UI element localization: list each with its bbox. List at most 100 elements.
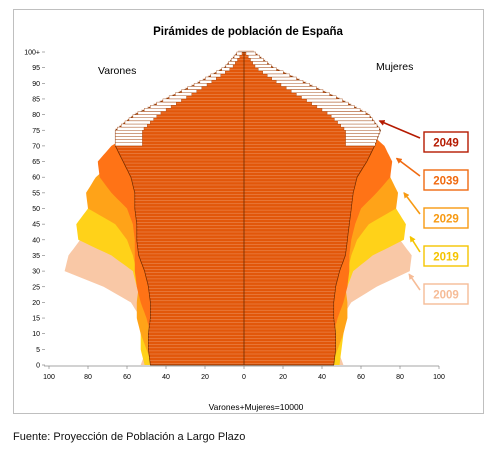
older-age-bar-male [132, 114, 158, 118]
older-age-bar-female [291, 89, 324, 93]
y-tick-label: 95 [32, 65, 40, 72]
legend-label-2009: 2009 [433, 290, 459, 302]
legend-label-2029: 2029 [433, 214, 459, 226]
x-tick-label: 80 [84, 374, 92, 381]
older-age-bar-female [345, 133, 379, 137]
older-age-bar-female [331, 114, 371, 118]
older-age-bar-male [231, 58, 238, 62]
older-age-bar-male [210, 73, 221, 78]
older-age-bar-female [267, 73, 291, 78]
older-age-bar-male [216, 70, 226, 75]
older-age-bar-female [306, 98, 343, 103]
older-age-bar-female [345, 130, 381, 134]
older-age-bar-male [187, 86, 203, 90]
older-age-bar-female [340, 123, 378, 128]
legend-label-2039: 2039 [433, 176, 459, 188]
arrow-2029 [403, 192, 421, 215]
older-age-bar-male [115, 142, 143, 147]
older-age-bar-male [115, 139, 143, 143]
y-tick-label: 40 [32, 237, 40, 244]
x-tick-label: 100 [43, 374, 55, 381]
older-age-bar-male [162, 98, 182, 103]
older-age-bar-female [271, 76, 297, 81]
older-age-bar-female [301, 95, 337, 100]
older-age-bar-female [334, 117, 373, 121]
older-age-bar-male [181, 89, 197, 93]
older-age-bar-female [345, 139, 377, 143]
older-age-bar-female [345, 136, 378, 140]
pyramid-layers [64, 50, 412, 366]
y-axis: 0 5 10 15 20 25 30 35 40 45 50 55 60 65 70 75 80 85 90 95 10… [24, 50, 45, 370]
y-tick-label: 25 [32, 284, 40, 291]
x-tick-label: 20 [201, 374, 209, 381]
older-age-bar-female [280, 83, 310, 87]
older-age-bar-male [228, 61, 236, 65]
older-age-bar-female [326, 111, 367, 115]
left-group-label: Varones [98, 65, 136, 77]
y-tick-label: 65 [32, 159, 40, 166]
older-age-bar-male [156, 101, 177, 106]
older-age-bar-female [248, 54, 260, 59]
older-age-bar-male [120, 123, 148, 128]
arrow-2009 [408, 273, 421, 291]
arrow-2039 [395, 157, 421, 177]
older-age-bar-female [254, 64, 272, 68]
y-tick-label: 30 [32, 269, 40, 276]
older-age-bar-male [124, 120, 151, 125]
x-tick-label: 60 [357, 374, 365, 381]
y-tick-label: 10 [32, 331, 40, 338]
x-tick-label: 20 [279, 374, 287, 381]
older-age-bar-female [345, 142, 376, 147]
older-age-bar-male [115, 130, 143, 134]
y-tick-label: 35 [32, 253, 40, 260]
older-age-bar-female [262, 70, 284, 75]
chart-title: Pirámides de población de España [153, 26, 343, 38]
y-tick-label: 15 [32, 316, 40, 323]
older-age-bar-male [150, 104, 172, 109]
older-age-bar-female [311, 101, 349, 106]
older-age-bar-female [250, 58, 264, 62]
legend-box-2019 [423, 245, 469, 267]
legend-box-2029 [423, 207, 469, 229]
older-age-bar-male [193, 83, 208, 87]
y-tick-label: 45 [32, 222, 40, 229]
legend-label-2049: 2049 [433, 138, 459, 150]
x-tick-label: 60 [123, 374, 131, 381]
older-age-bar-male [115, 133, 143, 137]
older-age-bar-male [143, 108, 167, 112]
y-tick-label: 5 [36, 347, 40, 354]
y-tick-label: 85 [32, 96, 40, 103]
legend-box-2039 [423, 169, 469, 191]
older-age-bar-female [258, 67, 277, 72]
older-age-bar-female [316, 104, 355, 109]
older-age-bar-female [252, 61, 268, 65]
population-pyramid-chart: 0 5 10 15 20 25 30 35 40 45 50 55 60 65 70 75 80 85 90 95 10… [24, 26, 469, 412]
x-tick-label: 80 [396, 374, 404, 381]
x-tick-label: 100 [433, 374, 445, 381]
y-tick-label: 20 [32, 300, 40, 307]
y-tick-label: 60 [32, 175, 40, 182]
older-age-bar-male [236, 51, 243, 56]
legend-label-2019: 2019 [433, 252, 459, 264]
older-age-bar-male [137, 111, 162, 115]
older-age-bar-female [337, 120, 375, 125]
x-tick-label: 40 [318, 374, 326, 381]
older-age-bar-male [233, 54, 241, 59]
older-age-bar-female [296, 92, 330, 96]
older-age-bar-female [245, 51, 256, 56]
older-age-bar-male [205, 76, 217, 81]
y-tick-label: 50 [32, 206, 40, 213]
y-tick-label: 90 [32, 81, 40, 88]
y-tick-label: 100+ [24, 50, 40, 57]
older-age-bar-male [225, 64, 234, 68]
older-age-bar-female [286, 86, 317, 90]
year-arrows [378, 120, 421, 291]
x-tick-label: 0 [242, 374, 246, 381]
legend-box-2009 [423, 283, 469, 305]
pyramid-2049-bars [115, 50, 381, 364]
y-tick-label: 55 [32, 190, 40, 197]
legend-box-2049 [423, 131, 469, 153]
arrow-2049 [378, 120, 421, 139]
older-age-bar-male [128, 117, 154, 121]
older-age-bar-female [343, 126, 380, 131]
